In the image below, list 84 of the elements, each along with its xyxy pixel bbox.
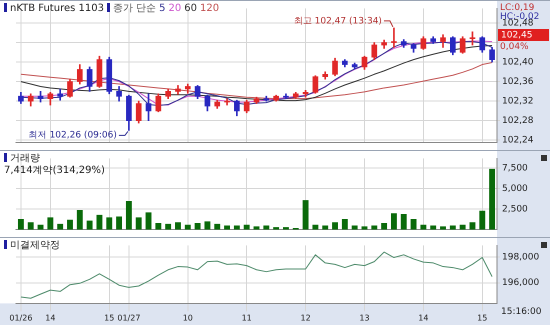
bar (460, 224, 466, 230)
bar (67, 220, 73, 230)
bar (489, 168, 496, 230)
text: 0,04% (500, 42, 530, 52)
bar (28, 222, 34, 230)
y-tick-label: 102,36 (502, 76, 534, 87)
x-tick-label: 13 (359, 313, 370, 322)
bar (214, 224, 220, 230)
x-tick-label: 01/26 (9, 313, 32, 322)
x-tick-label: 15 (477, 313, 488, 322)
y-tick-label: 198,000 (502, 252, 540, 262)
x-tick-label: 11 (242, 313, 252, 322)
bar (283, 227, 289, 230)
bar (155, 223, 162, 230)
y-tick-label: 2,500 (502, 204, 528, 214)
bar (86, 220, 93, 230)
y-tick-label: 102,24 (502, 136, 534, 146)
text: 20 (168, 3, 182, 14)
y-tick-label: 102,28 (502, 116, 534, 126)
chart-title: 미결제약정 (10, 240, 60, 251)
bar (76, 210, 83, 230)
y-tick-label: 196,000 (502, 278, 540, 288)
bar (38, 224, 44, 230)
bar (18, 218, 24, 230)
x-tick-label: 14 (418, 313, 428, 322)
text: LC:0,19 (500, 2, 535, 13)
bar (342, 218, 348, 230)
bar (332, 222, 338, 230)
x-tick-label: 01/27 (117, 313, 140, 322)
bar (57, 224, 64, 230)
bar (194, 223, 201, 230)
x-tick-label: 15 (104, 313, 114, 322)
x-tick-label: 12 (300, 313, 311, 322)
y-tick-label: 102,40 (502, 57, 534, 68)
x-tick-label: 14 (45, 313, 56, 322)
bar (184, 224, 191, 230)
text: 5 (159, 3, 166, 14)
text: 7,414계약(314,29%) (4, 165, 105, 177)
text: 102,45 (501, 30, 532, 40)
bar (450, 226, 456, 230)
text: 60 (184, 3, 197, 14)
bar (96, 214, 102, 230)
bar (352, 226, 358, 230)
bar (126, 200, 132, 230)
text: 120 (200, 3, 220, 14)
bar (263, 226, 270, 230)
bar (381, 223, 388, 230)
bar (165, 224, 172, 230)
y-tick-label: 5,000 (502, 184, 528, 194)
y-tick-label: 7,500 (502, 164, 528, 174)
bar (390, 213, 397, 230)
bar (362, 226, 368, 230)
y-tick-label: 102,48 (502, 18, 534, 28)
bar (116, 216, 122, 230)
bar (430, 226, 436, 230)
bar (470, 222, 476, 230)
bar (400, 214, 407, 230)
annotation: 최고 102,47 (13:34) (294, 16, 382, 26)
chart-title: nKTB Futures 1103 (10, 3, 104, 14)
chart-title: 거래량 (10, 153, 40, 164)
bar (136, 217, 142, 230)
bar (371, 226, 378, 230)
bar (312, 224, 318, 230)
bar (106, 217, 112, 230)
bar (244, 224, 250, 230)
bar (47, 217, 54, 230)
bar (420, 224, 426, 230)
y-tick-label: 102,32 (502, 96, 534, 106)
bar (302, 200, 309, 230)
bar (273, 227, 280, 230)
bar (146, 212, 152, 230)
bar (224, 226, 230, 230)
bar (410, 218, 417, 230)
x-tick-label: 10 (182, 313, 193, 322)
bar (322, 226, 328, 230)
bar (204, 221, 210, 230)
bar (175, 222, 181, 230)
annotation: 최저 102,26 (09:06) (28, 130, 117, 141)
bar (254, 226, 260, 230)
text: 15:16:00 (501, 307, 542, 318)
legend-title: 종가 단순 (112, 3, 156, 14)
bar (440, 226, 446, 230)
bar (479, 210, 486, 230)
bar (234, 226, 240, 230)
